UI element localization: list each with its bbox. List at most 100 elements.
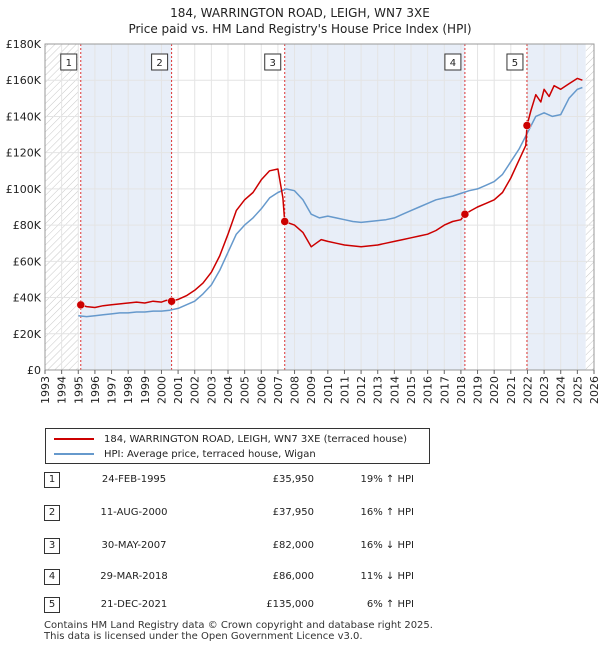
sale-hpi-diff: 11% ↓ HPI <box>360 571 414 582</box>
y-tick-label: £80K <box>13 219 42 232</box>
x-tick-label: 1997 <box>106 376 119 404</box>
sale-number-badge: 1 <box>44 472 60 488</box>
x-tick-label: 2011 <box>338 376 351 404</box>
sale-label-number: 5 <box>512 58 518 69</box>
sale-price: £37,950 <box>272 507 314 518</box>
footer-line-1: Contains HM Land Registry data © Crown c… <box>44 620 433 631</box>
x-tick-label: 2009 <box>305 376 318 404</box>
x-tick-label: 2025 <box>571 376 584 404</box>
price-chart: 1 2 3 4 5 £0 £20K £40K £60K £80K £100K £120K £140K £… <box>6 38 600 404</box>
x-tick-label: 2012 <box>355 376 368 404</box>
y-tick-label: £60K <box>13 255 42 268</box>
x-tick-label: 1993 <box>39 376 52 404</box>
sale-number-badge: 5 <box>44 597 60 613</box>
sale-point-marker <box>280 217 289 226</box>
chart-legend: 184, WARRINGTON ROAD, LEIGH, WN7 3XE (te… <box>45 428 430 464</box>
x-tick-label: 2023 <box>538 376 551 404</box>
sale-hpi-diff: 6% ↑ HPI <box>366 599 414 610</box>
hatched-region-end <box>585 44 594 370</box>
y-tick-label: £120K <box>6 147 42 160</box>
x-tick-label: 1994 <box>56 376 69 404</box>
x-tick-label: 2015 <box>405 376 418 404</box>
x-tick-label: 2014 <box>388 376 401 404</box>
sale-label-box <box>60 53 78 71</box>
chart-subtitle: Price paid vs. HM Land Registry's House … <box>128 22 472 36</box>
legend-item-hpi: HPI: Average price, terraced house, Wiga… <box>54 447 316 461</box>
sale-label-number: 1 <box>66 58 72 69</box>
sale-label-number: 2 <box>156 58 162 69</box>
legend-item-property: 184, WARRINGTON ROAD, LEIGH, WN7 3XE (te… <box>54 432 407 446</box>
sale-price: £86,000 <box>272 571 314 582</box>
sale-label-box <box>264 53 282 71</box>
x-tick-label: 1998 <box>122 376 135 404</box>
sale-hpi-diff: 16% ↑ HPI <box>360 507 414 518</box>
sale-price: £82,000 <box>272 540 314 551</box>
y-tick-label: £180K <box>6 38 42 51</box>
x-tick-label: 2006 <box>255 376 268 404</box>
x-tick-label: 2024 <box>555 376 568 404</box>
y-tick-label: £100K <box>6 183 42 196</box>
x-tick-label: 2017 <box>438 376 451 404</box>
sale-number-badge: 3 <box>44 538 60 554</box>
sale-point-marker <box>522 121 532 130</box>
plot-frame <box>44 43 595 371</box>
x-tick-label: 2020 <box>488 376 501 404</box>
sale-number-badge: 4 <box>44 569 60 585</box>
x-tick-label: 1996 <box>89 376 102 404</box>
x-tick-label: 1999 <box>139 376 152 404</box>
legend-swatch-hpi <box>54 453 94 455</box>
sale-point-marker <box>460 209 470 219</box>
y-tick-label: £140K <box>6 110 42 123</box>
y-tick-label: £20K <box>13 328 42 341</box>
sale-point-marker <box>167 297 176 306</box>
x-tick-label: 2001 <box>172 376 185 404</box>
chart-title: 184, WARRINGTON ROAD, LEIGH, WN7 3XE <box>170 6 430 20</box>
y-tick-label: £160K <box>6 74 42 87</box>
sale-row: 5 21-DEC-2021 £135,000 6% ↑ HPI <box>44 597 444 613</box>
x-tick-label: 1995 <box>72 376 85 404</box>
shaded-period <box>284 44 465 370</box>
sale-point-marker <box>76 300 86 310</box>
sale-date: 11-AUG-2000 <box>100 507 168 518</box>
sale-label-number: 3 <box>270 58 276 69</box>
sale-number-badge: 2 <box>44 505 60 521</box>
footer-attribution: Contains HM Land Registry data © Crown c… <box>44 620 433 642</box>
sale-row: 1 24-FEB-1995 £35,950 19% ↑ HPI <box>44 472 444 488</box>
sale-date: 30-MAY-2007 <box>101 540 167 551</box>
y-tick-label: £40K <box>13 292 42 305</box>
legend-label-hpi: HPI: Average price, terraced house, Wiga… <box>104 448 316 460</box>
x-tick-label: 2004 <box>222 376 235 404</box>
hpi-line <box>78 86 583 318</box>
sale-label-box <box>151 53 169 71</box>
x-tick-label: 2013 <box>372 376 385 404</box>
x-tick-label: 2010 <box>322 376 335 404</box>
y-tick-label: £0 <box>27 364 41 377</box>
x-tick-label: 2007 <box>272 376 285 404</box>
sale-price: £35,950 <box>272 474 314 485</box>
sale-date: 29-MAR-2018 <box>100 571 168 582</box>
x-tick-label: 2019 <box>472 376 485 404</box>
x-tick-label: 2018 <box>455 376 468 404</box>
footer-line-2: This data is licensed under the Open Gov… <box>44 631 363 642</box>
x-tick-label: 2021 <box>505 376 518 404</box>
x-tick-label: 2016 <box>422 376 435 404</box>
x-tick-label: 2005 <box>239 376 252 404</box>
x-tick-label: 2022 <box>521 376 534 404</box>
sale-label-box <box>444 53 462 71</box>
sale-date: 21-DEC-2021 <box>100 599 168 610</box>
x-tick-label: 2000 <box>155 376 168 404</box>
sale-label-number: 4 <box>450 58 456 69</box>
x-tick-label: 2026 <box>588 376 600 404</box>
sale-date: 24-FEB-1995 <box>101 474 167 485</box>
shaded-period <box>80 44 172 370</box>
sale-hpi-diff: 16% ↓ HPI <box>360 540 414 551</box>
legend-label-property: 184, WARRINGTON ROAD, LEIGH, WN7 3XE (te… <box>104 433 407 445</box>
x-tick-label: 2002 <box>189 376 202 404</box>
property-price-line <box>77 77 583 309</box>
x-tick-label: 2003 <box>205 376 218 404</box>
sale-row: 3 30-MAY-2007 £82,000 16% ↓ HPI <box>44 538 444 554</box>
sale-row: 4 29-MAR-2018 £86,000 11% ↓ HPI <box>44 569 444 585</box>
shaded-period <box>526 44 586 370</box>
x-tick-label: 2008 <box>289 376 302 404</box>
sale-hpi-diff: 19% ↑ HPI <box>360 474 414 485</box>
